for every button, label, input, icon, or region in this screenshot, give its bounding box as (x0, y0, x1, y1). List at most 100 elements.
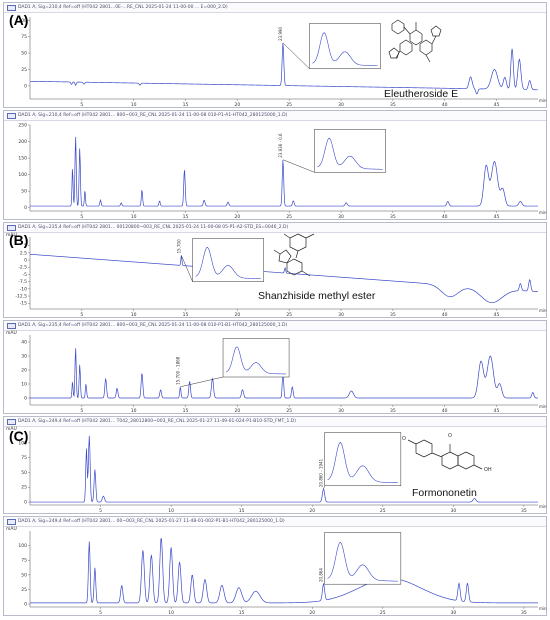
x-tick-label: 15 (183, 102, 189, 108)
section-label-c: (C) (9, 428, 29, 444)
y-tick-label: 30 (21, 354, 27, 360)
x-tick-label: 25 (380, 610, 386, 616)
chromatogram-trace (30, 435, 538, 503)
y-tick-label: 200 (18, 139, 27, 145)
y-tick-label: 25 (21, 587, 27, 593)
peak-retention-label: 20.860 - 1941 (319, 458, 324, 487)
x-tick-label: 25 (286, 102, 292, 108)
inset-leader-line (282, 159, 315, 173)
trace-checkbox-icon[interactable] (7, 225, 16, 231)
x-tick-label: 35 (390, 102, 396, 108)
panel-header: DAD1 A, Sig=249,4 Ref=off (HT042 2801...… (4, 417, 546, 427)
x-tick-label: 20 (234, 312, 240, 318)
x-tick-label: 10 (168, 610, 174, 616)
unit-label: mAU (6, 427, 17, 432)
x-tick-label: 15 (183, 408, 189, 414)
uv-spectrum-inset (314, 129, 386, 173)
y-tick-label: -12.5 (15, 294, 27, 300)
trace-file-label: DAD1 A, Sig=249,4 Ref=off (HT042 2801...… (18, 419, 297, 424)
uv-spectrum-inset (324, 432, 402, 487)
x-tick-label: 45 (494, 312, 500, 318)
y-tick-label: 25 (21, 67, 27, 73)
y-tick-label: -2.5 (18, 265, 27, 271)
x-tick-label: 20 (234, 408, 240, 414)
x-tick-label: 45 (494, 102, 500, 108)
trace-checkbox-icon[interactable] (7, 5, 16, 11)
y-tick-label: 2.5 (20, 250, 27, 256)
x-unit-label: min (539, 504, 547, 509)
unit-label: mAU (6, 233, 17, 238)
chromatogram-plot: 5 10 15 20 25 30 35 40 45 min 250 200 150 100 50 0 23.93… (18, 123, 547, 221)
chromatogram-plot: 5 10 15 20 25 30 35 min 100 75 50 25 0 20.860 - 1941 (18, 431, 547, 514)
peak-retention-label: 15.700 (176, 239, 181, 253)
y-tick-label: 100 (18, 543, 27, 549)
panel-header: DAD1 A, Sig=235,4 Ref=off (HT042 2801...… (4, 321, 546, 331)
y-tick-label: 0 (24, 602, 27, 608)
x-tick-label: 35 (390, 408, 396, 414)
y-tick-label: 50 (21, 572, 27, 578)
x-tick-label: 30 (338, 312, 344, 318)
y-tick-label: 75 (21, 34, 27, 40)
methoxy-label: O (402, 436, 406, 442)
eleutheroside-e-structure (388, 19, 442, 63)
uv-spectrum-inset (324, 532, 402, 585)
inset-leader-line (282, 42, 310, 69)
x-tick-label: 40 (442, 214, 448, 220)
y-tick-label: 0 (24, 83, 27, 89)
x-tick-label: 20 (234, 214, 240, 220)
x-tick-label: 30 (450, 610, 456, 616)
x-tick-label: 25 (286, 408, 292, 414)
y-tick-label: 25 (21, 485, 27, 491)
peak-retention-label: 20.864 (319, 568, 324, 582)
x-tick-label: 5 (99, 508, 102, 514)
uv-spectrum-trace (225, 346, 287, 375)
x-tick-label: 10 (168, 508, 174, 514)
y-tick-label: 0 (24, 205, 27, 211)
uv-spectrum-trace (195, 246, 261, 279)
x-tick-label: 25 (380, 508, 386, 514)
trace-checkbox-icon[interactable] (7, 113, 16, 119)
x-tick-label: 5 (80, 214, 83, 220)
x-tick-label: 35 (521, 508, 527, 514)
x-tick-label: 25 (286, 312, 292, 318)
trace-file-label: DAD1 A, Sig=235,4 Ref=off (HT042 2801...… (18, 323, 288, 328)
x-tick-label: 40 (442, 312, 448, 318)
y-tick-label: -15 (20, 301, 27, 307)
trace-checkbox-icon[interactable] (7, 519, 16, 525)
trace-file-label: DAD1 A, Sig=235,4 Ref=off (HT042 2801...… (18, 225, 289, 230)
y-tick-label: 75 (21, 455, 27, 461)
x-tick-label: 25 (286, 214, 292, 220)
uv-spectrum-inset (192, 238, 264, 282)
panel-header: DAD1 A, Sig=235,4 Ref=off (HT042 2801...… (4, 223, 546, 233)
chromatogram-panel-a-sample: DAD1 A, Sig=210,4 Ref=off (HT042 2801...… (3, 110, 547, 220)
x-unit-label: min (539, 404, 547, 409)
x-tick-label: 5 (80, 408, 83, 414)
panel-header: DAD1 A, Sig=210,4 Ref=off (HT042 2801...… (4, 3, 546, 13)
x-tick-label: 15 (239, 508, 245, 514)
x-tick-label: 10 (131, 408, 137, 414)
chromatogram-panel-b-sample: DAD1 A, Sig=235,4 Ref=off (HT042 2801...… (3, 320, 547, 414)
chromatogram-plot: 5 10 15 20 25 30 35 40 45 min 40 30 20 10 0 15.700 - 18… (21, 335, 547, 414)
y-tick-label: 50 (21, 51, 27, 57)
hydroxyl-label: OH (484, 467, 492, 473)
x-unit-label: min (539, 210, 547, 215)
y-tick-label: -5 (23, 272, 28, 278)
carbonyl-label: O (448, 433, 452, 439)
chromatogram-panel-c-standard: DAD1 A, Sig=249,4 Ref=off (HT042 2801...… (3, 416, 547, 514)
unit-label: mAU (6, 331, 17, 336)
x-tick-label: 20 (309, 508, 315, 514)
compound-name-shanzhiside: Shanzhiside methyl ester (258, 290, 376, 302)
uv-spectrum-trace (317, 137, 383, 170)
trace-checkbox-icon[interactable] (7, 323, 16, 329)
y-tick-label: 100 (18, 18, 27, 24)
x-tick-label: 30 (338, 102, 344, 108)
trace-checkbox-icon[interactable] (7, 419, 16, 425)
chromatogram-trace (30, 136, 538, 207)
chromatogram-trace (30, 348, 538, 399)
compound-name-formononetin: Formononetin (412, 487, 477, 499)
chromatogram-panel-c-sample: DAD1 A, Sig=249,4 Ref=off (HT042 2801...… (3, 516, 547, 616)
x-tick-label: 40 (442, 408, 448, 414)
y-tick-label: 50 (21, 189, 27, 195)
x-tick-label: 35 (390, 312, 396, 318)
